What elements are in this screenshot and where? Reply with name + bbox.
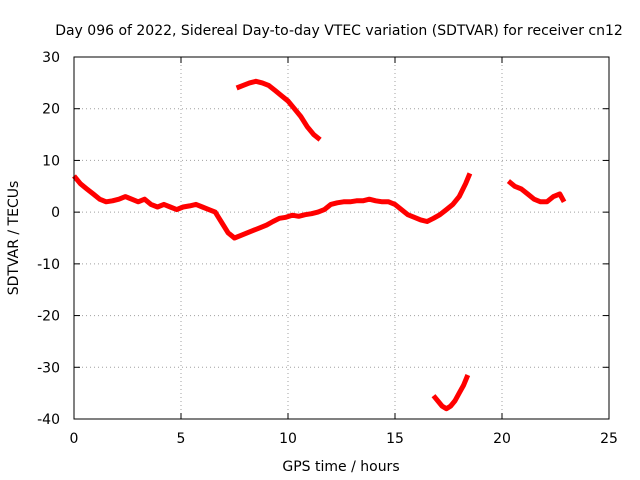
chart-title: Day 096 of 2022, Sidereal Day-to-day VTE…	[55, 23, 623, 39]
plot-frame	[73, 56, 610, 420]
x-axis-label: GPS time / hours	[282, 459, 399, 475]
y-tick-label: -40	[37, 412, 60, 428]
grid	[74, 57, 609, 419]
y-axis-label: SDTVAR / TECUs	[6, 181, 22, 296]
x-tick-label: 0	[70, 431, 79, 447]
series-line-segment-1	[72, 172, 473, 241]
y-tick-label: 20	[42, 102, 60, 118]
y-tick-label: 30	[42, 50, 60, 66]
series-line-segment-2	[235, 78, 322, 142]
y-tick-label: -20	[37, 309, 60, 325]
axis-ticks: 0 5 10 15 20 25 -40 -30 -20 -10 0 10 20 30	[37, 50, 618, 447]
x-tick-label: 15	[386, 431, 404, 447]
x-tick-label: 20	[493, 431, 511, 447]
series-line-segment-4	[506, 179, 567, 205]
y-tick-label: -10	[37, 257, 60, 273]
x-tick-label: 25	[600, 431, 618, 447]
data-series	[72, 78, 567, 412]
y-tick-label: 10	[42, 153, 60, 169]
y-tick-label: -30	[37, 360, 60, 376]
x-tick-label: 10	[279, 431, 297, 447]
series-line-segment-3	[431, 374, 471, 412]
x-tick-label: 5	[177, 431, 186, 447]
y-tick-label: 0	[51, 205, 60, 221]
